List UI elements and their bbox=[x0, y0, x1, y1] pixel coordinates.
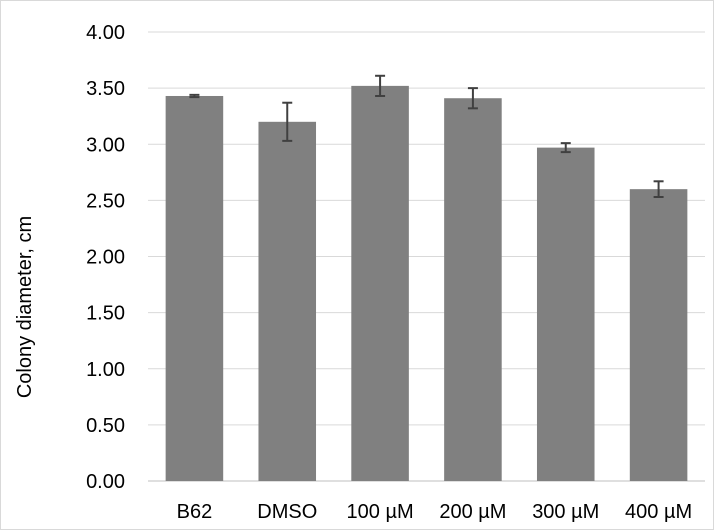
y-tick-label: 3.50 bbox=[86, 78, 125, 100]
y-tick-label: 1.50 bbox=[86, 303, 125, 325]
error-bars bbox=[189, 74, 664, 199]
y-tick-label: 0.00 bbox=[86, 471, 125, 493]
y-tick-label: 1.00 bbox=[86, 359, 125, 381]
y-tick-label: 4.00 bbox=[86, 22, 125, 44]
bar bbox=[536, 147, 595, 481]
x-category-label: B62 bbox=[177, 501, 213, 523]
y-axis-ticks: 0.00 0.50 1.00 1.50 2.00 2.50 3.00 3.50 4.00 bbox=[86, 22, 125, 493]
bar bbox=[165, 95, 224, 482]
bar bbox=[351, 85, 409, 481]
x-category-label: 300 µM bbox=[532, 501, 599, 523]
bars bbox=[165, 85, 688, 482]
y-tick-label: 2.50 bbox=[86, 190, 125, 212]
gridlines bbox=[148, 31, 705, 482]
x-axis-categories: B62 DMSO 100 µM 200 µM 300 µM 400 µM bbox=[177, 501, 693, 523]
y-tick-label: 2.00 bbox=[86, 247, 125, 269]
y-axis-title: Colony diameter, cm bbox=[14, 216, 36, 398]
bar bbox=[444, 98, 502, 481]
x-category-label: 200 µM bbox=[439, 501, 506, 523]
y-tick-label: 0.50 bbox=[86, 415, 125, 437]
x-category-label: 400 µM bbox=[625, 501, 692, 523]
bar bbox=[258, 121, 317, 482]
x-category-label: 100 µM bbox=[347, 501, 414, 523]
x-category-label: DMSO bbox=[257, 501, 317, 523]
y-tick-label: 3.00 bbox=[86, 134, 125, 156]
bar bbox=[629, 189, 688, 481]
